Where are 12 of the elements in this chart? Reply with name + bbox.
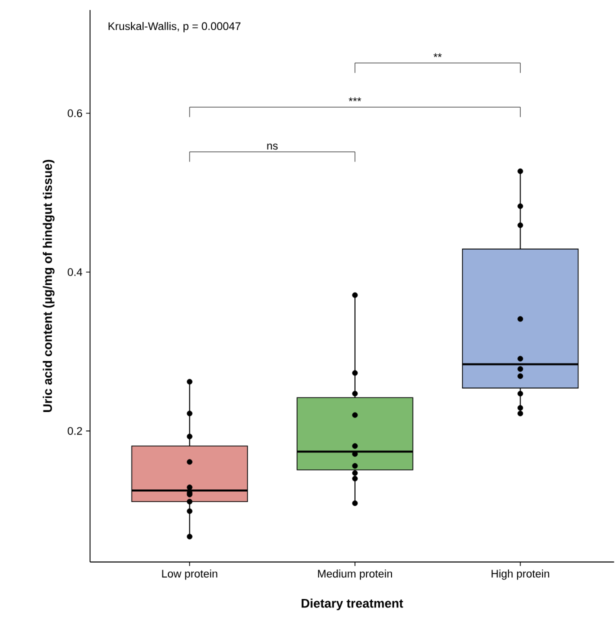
- annotation: ***: [348, 97, 362, 102]
- x-tick-label: High protein: [492, 570, 550, 580]
- annotation: ns: [267, 144, 278, 150]
- y-axis-title: Uric acid content (µg/mg of hindgut tissue): [42, 160, 54, 412]
- x-tick-label: Low protein: [162, 570, 218, 580]
- y-tick-label: 0.6: [68, 109, 82, 118]
- y-tick-label: 0.2: [68, 427, 82, 435]
- y-tick-label: 0.4: [68, 268, 82, 276]
- x-axis-title: Dietary treatment: [302, 598, 404, 610]
- x-tick-label: Medium protein: [318, 570, 392, 580]
- annotation: Kruskal-Wallis, p = 0.00047: [108, 22, 240, 32]
- annotation: **: [434, 53, 442, 58]
